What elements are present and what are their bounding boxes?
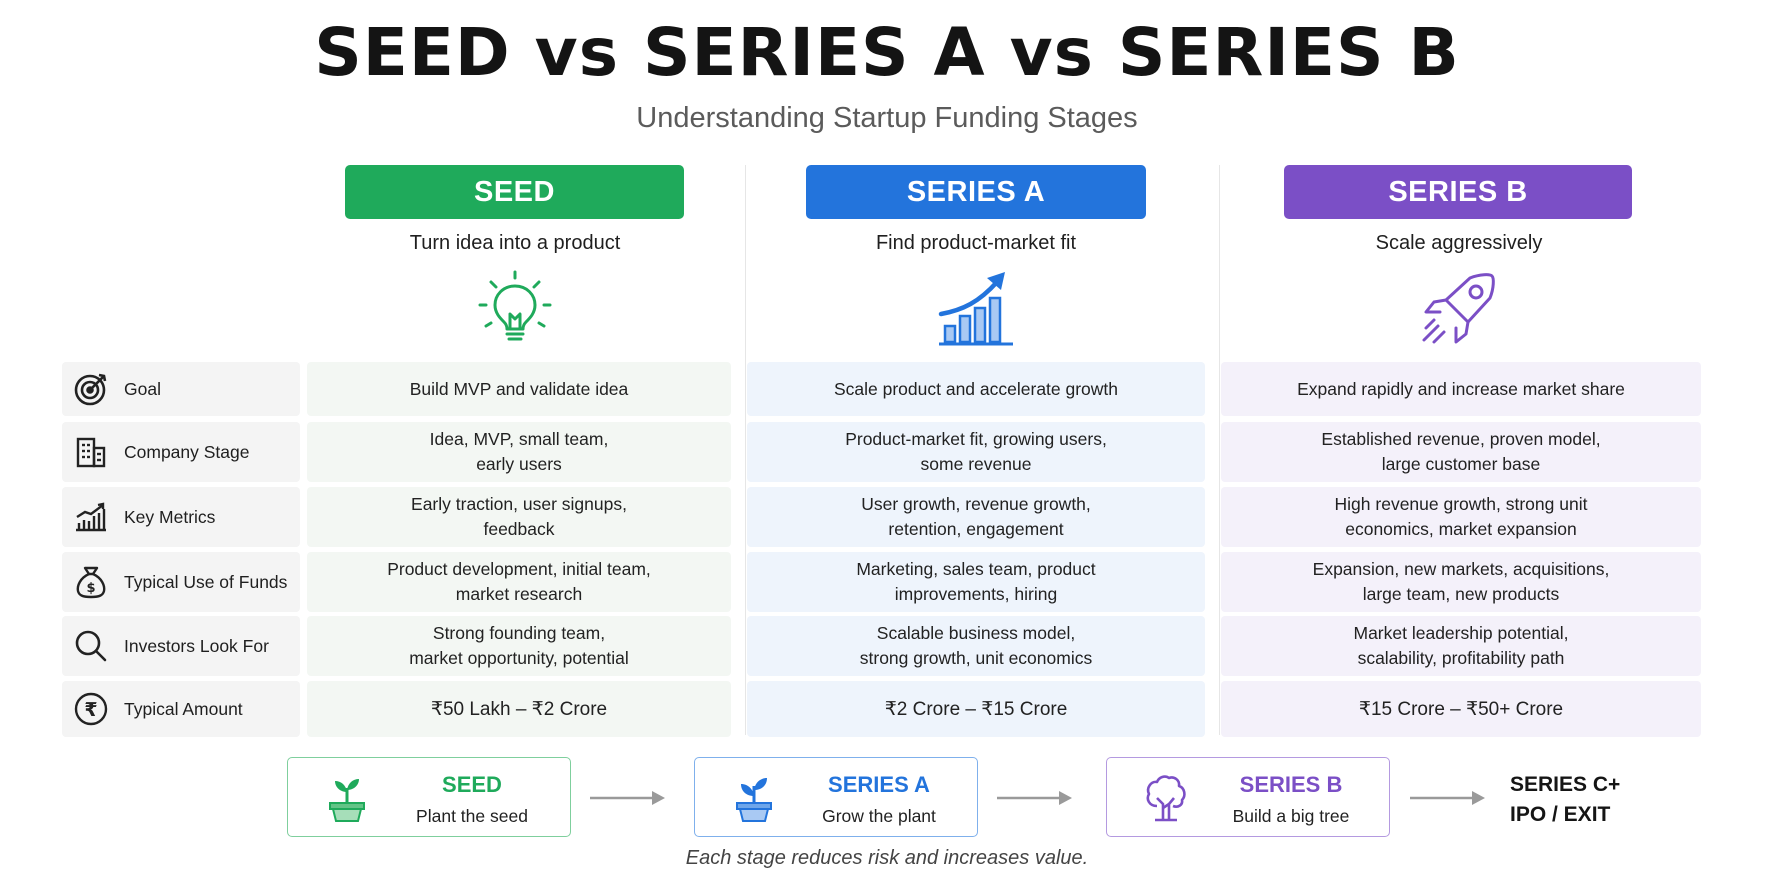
svg-text:₹: ₹ bbox=[84, 699, 97, 721]
flow-step-desc: Plant the seed bbox=[416, 806, 528, 826]
svg-text:$: $ bbox=[86, 581, 95, 596]
cell-seed-key-metrics: Early traction, user signups, feedback bbox=[307, 487, 731, 547]
flow-step-series-b: SERIES B Build a big tree bbox=[1106, 757, 1390, 837]
cell-seed-goal: Build MVP and validate idea bbox=[307, 362, 731, 416]
flow-arrow-icon bbox=[1410, 791, 1485, 805]
cell-series-b-company-stage: Established revenue, proven model, large … bbox=[1221, 422, 1701, 482]
stage-tagline-series-b: Scale aggressively bbox=[1375, 232, 1543, 254]
page-title: SEED vs SERIES A vs SERIES B bbox=[314, 14, 1460, 91]
cell-seed-amount: ₹50 Lakh – ₹2 Crore bbox=[307, 681, 731, 737]
cell-series-a-investors: Scalable business model, strong growth, u… bbox=[747, 616, 1205, 676]
tree-icon bbox=[1146, 775, 1186, 822]
cell-series-a-amount: ₹2 Crore – ₹15 Crore bbox=[747, 681, 1205, 737]
row-label-text: Company Stage bbox=[124, 441, 250, 462]
flow-step-seed: SEED Plant the seed bbox=[287, 757, 571, 837]
flow-step-name: SERIES B bbox=[1239, 772, 1343, 797]
flow-step-name: SEED bbox=[442, 772, 502, 797]
magnifier-icon bbox=[72, 627, 110, 665]
flow-step-name: SERIES A bbox=[828, 772, 930, 797]
cell-series-a-key-metrics: User growth, revenue growth, retention, e… bbox=[747, 487, 1205, 547]
cell-seed-investors: Strong founding team, market opportunity,… bbox=[307, 616, 731, 676]
target-icon bbox=[72, 370, 110, 408]
row-label-goal: Goal bbox=[62, 362, 300, 416]
row-label-text: Typical Amount bbox=[124, 698, 243, 719]
flow-step-desc: Build a big tree bbox=[1232, 806, 1350, 826]
rupee-icon: ₹ bbox=[72, 690, 110, 728]
row-label-use-of-funds: $ Typical Use of Funds bbox=[62, 552, 300, 612]
seedling-pot-icon bbox=[329, 779, 365, 822]
cell-series-b-use-of-funds: Expansion, new markets, acquisitions, lar… bbox=[1221, 552, 1701, 612]
cell-series-b-investors: Market leadership potential, scalability,… bbox=[1221, 616, 1701, 676]
flow-step-desc: Grow the plant bbox=[822, 806, 936, 826]
cell-seed-use-of-funds: Product development, initial team, market… bbox=[307, 552, 731, 612]
stage-header-series-a: SERIES A bbox=[806, 165, 1146, 219]
row-label-investors-look-for: Investors Look For bbox=[62, 616, 300, 676]
footnote: Each stage reduces risk and increases va… bbox=[685, 847, 1089, 869]
money-bag-icon: $ bbox=[72, 563, 110, 601]
row-label-text: Investors Look For bbox=[124, 635, 269, 656]
cell-series-a-use-of-funds: Marketing, sales team, product improvemen… bbox=[747, 552, 1205, 612]
cell-series-a-goal: Scale product and accelerate growth bbox=[747, 362, 1205, 416]
cell-seed-company-stage: Idea, MVP, small team, early users bbox=[307, 422, 731, 482]
column-divider bbox=[1219, 165, 1220, 735]
stage-header-seed: SEED bbox=[345, 165, 684, 219]
final-stage-line1: SERIES C+ bbox=[1510, 773, 1621, 796]
rocket-icon bbox=[1422, 273, 1495, 344]
stage-header-series-b: SERIES B bbox=[1284, 165, 1632, 219]
cell-series-b-key-metrics: High revenue growth, strong unit economic… bbox=[1221, 487, 1701, 547]
lightbulb-icon bbox=[478, 270, 552, 341]
row-label-text: Goal bbox=[124, 378, 161, 399]
building-icon bbox=[72, 433, 110, 471]
cell-series-b-goal: Expand rapidly and increase market share bbox=[1221, 362, 1701, 416]
final-stage-line2: IPO / EXIT bbox=[1510, 803, 1611, 826]
flow-arrow-icon bbox=[997, 791, 1072, 805]
stage-tagline-seed: Turn idea into a product bbox=[409, 232, 621, 254]
final-stage: SERIES C+ IPO / EXIT bbox=[1510, 770, 1660, 830]
row-label-text: Typical Use of Funds bbox=[124, 571, 288, 592]
column-divider bbox=[745, 165, 746, 735]
row-label-text: Key Metrics bbox=[124, 506, 216, 527]
stage-tagline-series-a: Find product-market fit bbox=[875, 232, 1077, 254]
cell-series-b-amount: ₹15 Crore – ₹50+ Crore bbox=[1221, 681, 1701, 737]
flow-arrow-icon bbox=[590, 791, 665, 805]
page-subtitle: Understanding Startup Funding Stages bbox=[636, 102, 1138, 134]
flow-step-series-a: SERIES A Grow the plant bbox=[694, 757, 978, 837]
cell-series-a-company-stage: Product-market fit, growing users, some r… bbox=[747, 422, 1205, 482]
growth-chart-icon bbox=[938, 272, 1013, 346]
metrics-chart-icon bbox=[72, 498, 110, 536]
plant-pot-icon bbox=[736, 778, 772, 822]
row-label-typical-amount: ₹ Typical Amount bbox=[62, 681, 300, 737]
row-label-company-stage: Company Stage bbox=[62, 422, 300, 482]
row-label-key-metrics: Key Metrics bbox=[62, 487, 300, 547]
